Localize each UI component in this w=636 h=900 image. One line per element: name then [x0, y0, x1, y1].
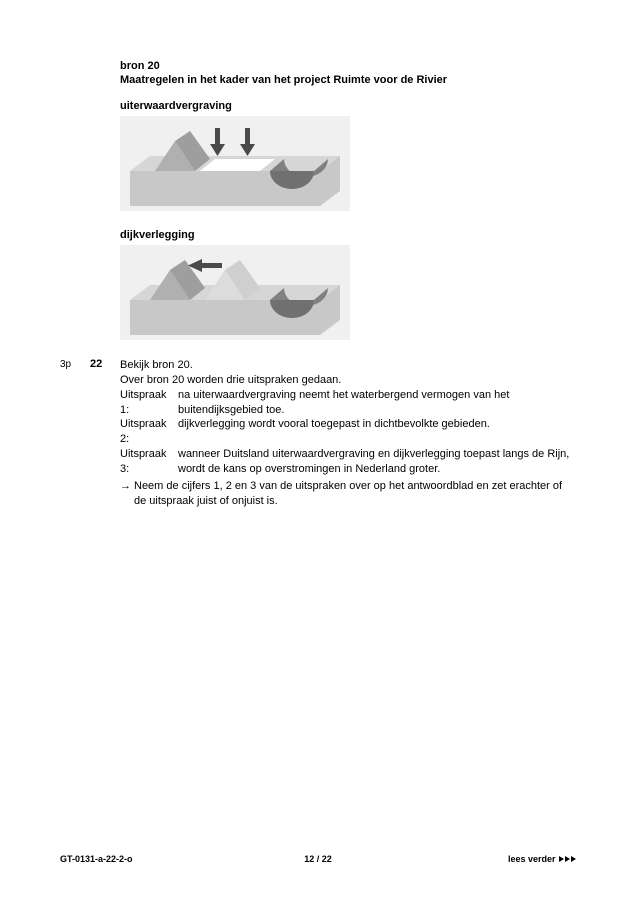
diagram1-label: uiterwaardvergraving: [120, 100, 576, 112]
uitspraak-3-text: wanneer Duitsland uiterwaardvergraving e…: [178, 447, 576, 477]
uitspraak-2-label: Uitspraak 2:: [120, 417, 178, 447]
diagram1: [120, 116, 350, 211]
arrow-icon: →: [120, 479, 134, 509]
triangle-icon: [559, 856, 564, 862]
bron-title: Maatregelen in het kader van het project…: [120, 74, 576, 86]
uitspraak-3: Uitspraak 3: wanneer Duitsland uiterwaar…: [120, 447, 576, 477]
question-number: 22: [90, 358, 120, 508]
instruction: → Neem de cijfers 1, 2 en 3 van de uitsp…: [120, 479, 576, 509]
footer-right: lees verder: [508, 854, 576, 864]
intro-line2: Over bron 20 worden drie uitspraken geda…: [120, 373, 576, 388]
intro-line1: Bekijk bron 20.: [120, 358, 576, 373]
uitspraak-1: Uitspraak 1: na uiterwaardvergraving nee…: [120, 388, 576, 418]
diagram2: [120, 245, 350, 340]
uitspraak-1-text: na uiterwaardvergraving neemt het waterb…: [178, 388, 576, 418]
uitspraak-2-text: dijkverlegging wordt vooral toegepast in…: [178, 417, 576, 447]
question-22: 3p 22 Bekijk bron 20. Over bron 20 worde…: [60, 358, 576, 508]
footer-left: GT-0131-a-22-2-o: [60, 854, 133, 864]
points: 3p: [60, 358, 90, 508]
uitspraak-1-label: Uitspraak 1:: [120, 388, 178, 418]
bron-label: bron 20: [120, 60, 576, 72]
footer-right-text: lees verder: [508, 854, 556, 864]
uitspraak-3-label: Uitspraak 3:: [120, 447, 178, 477]
uitspraak-2: Uitspraak 2: dijkverlegging wordt vooral…: [120, 417, 576, 447]
instruction-text: Neem de cijfers 1, 2 en 3 van de uitspra…: [134, 479, 576, 509]
footer-center: 12 / 22: [304, 854, 332, 864]
question-text: Bekijk bron 20. Over bron 20 worden drie…: [120, 358, 576, 508]
page-footer: GT-0131-a-22-2-o 12 / 22 lees verder: [60, 854, 576, 864]
diagram2-label: dijkverlegging: [120, 229, 576, 241]
triangle-icon: [571, 856, 576, 862]
triangle-icon: [565, 856, 570, 862]
